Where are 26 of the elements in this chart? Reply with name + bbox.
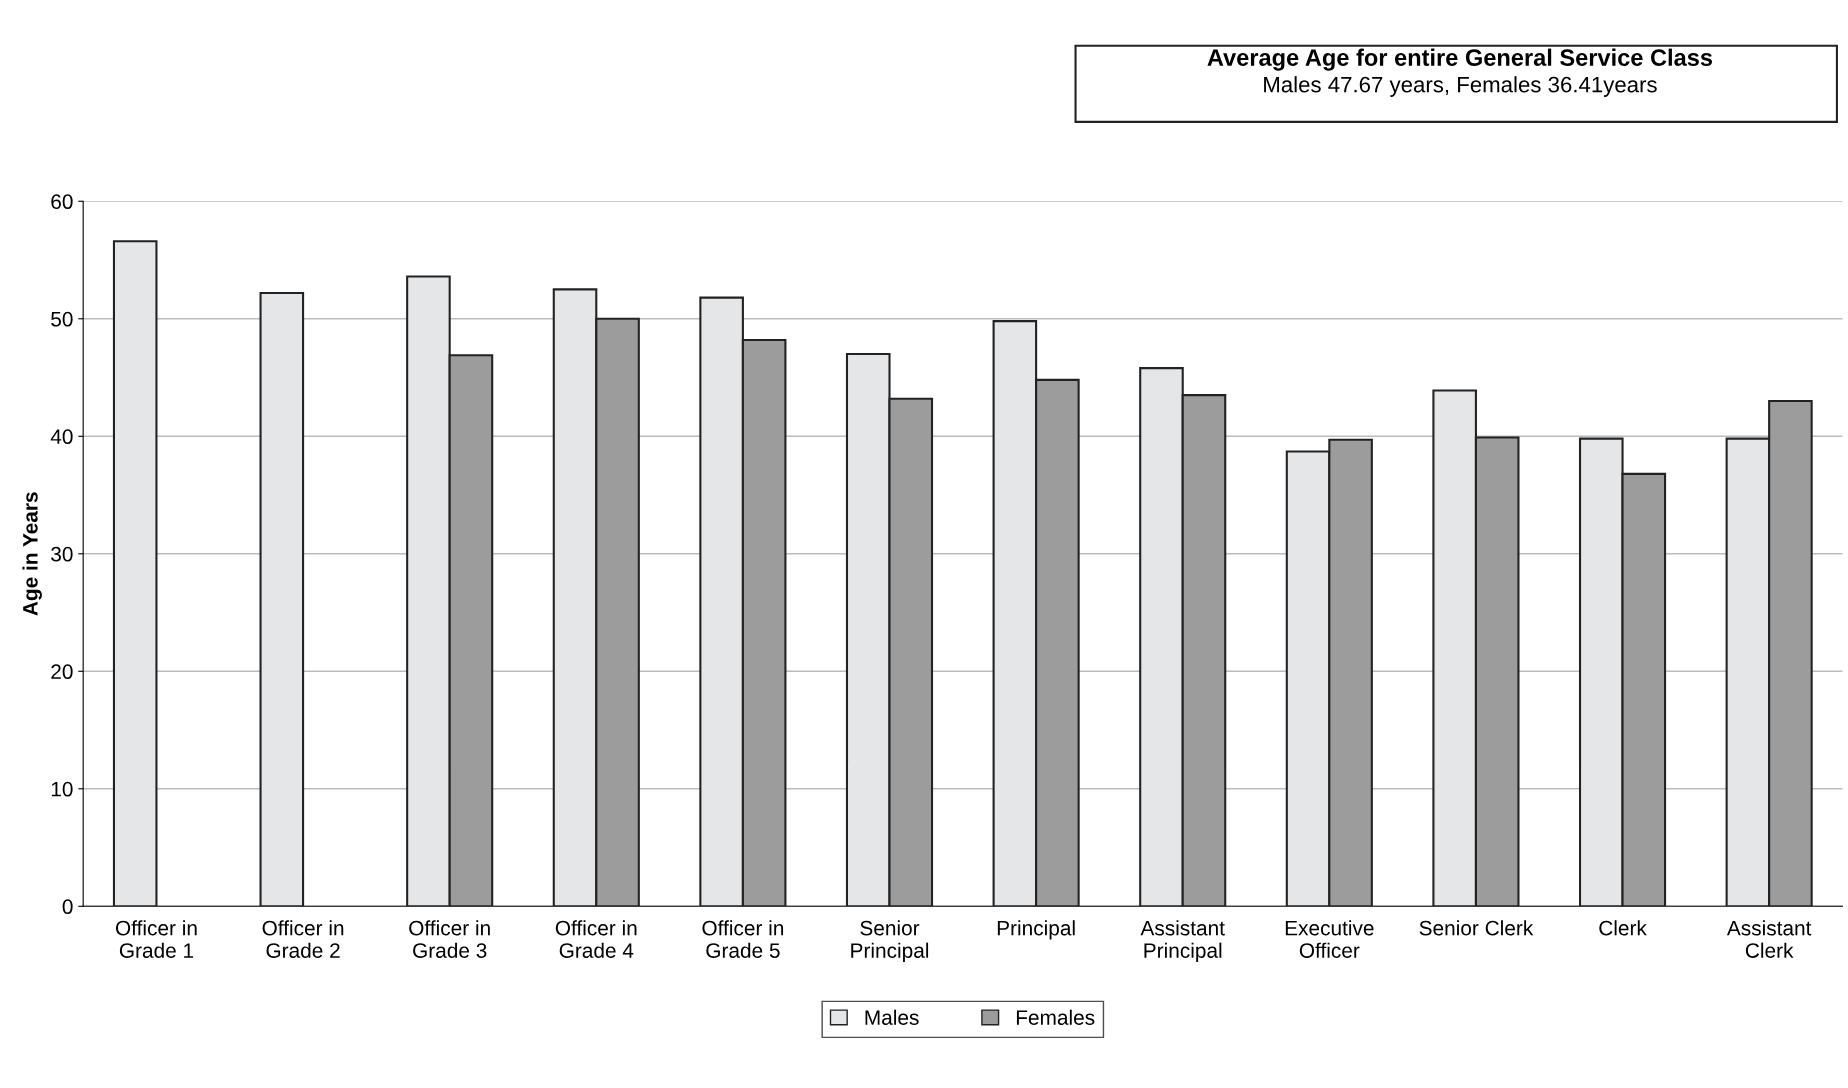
x-tick-label: Clerk — [1599, 920, 1647, 936]
y-tick-label: 50 — [51, 311, 73, 327]
x-tick-label: Officer in Grade 4 — [555, 920, 637, 958]
y-tick-label: 10 — [51, 781, 73, 797]
y-tick-label: 30 — [51, 546, 73, 562]
bar — [259, 291, 305, 907]
x-tick-label: Assistant Clerk — [1726, 920, 1812, 958]
x-tick-label: Officer in Grade 2 — [262, 920, 344, 958]
bar — [112, 240, 158, 907]
y-tick-label: 20 — [51, 664, 73, 680]
x-tick-label: Officer in Grade 1 — [115, 920, 197, 958]
x-tick-label: Officer in Grade 5 — [702, 920, 784, 958]
y-tick-label: 0 — [62, 899, 73, 915]
chart-subtitle: Males 47.67 years, Females 36.41years — [1264, 76, 1657, 97]
legend-label: Males — [865, 1009, 919, 1025]
legend-label: Females — [1016, 1009, 1095, 1025]
y-axis-title: Age in Years — [22, 492, 42, 616]
y-tick-label: 60 — [51, 194, 73, 210]
x-tick-label: Senior Principal — [851, 920, 929, 963]
x-tick-label: Executive Officer — [1285, 920, 1374, 958]
x-tick-label: Senior Clerk — [1419, 920, 1534, 936]
y-tick-label: 40 — [50, 429, 73, 445]
x-tick-label: Principal — [997, 920, 1075, 940]
x-tick-label: Assistant Principal — [1140, 920, 1225, 963]
x-tick-label: Officer in Grade 3 — [409, 920, 490, 958]
chart-title: Average Age for entire General Service Class — [1207, 48, 1713, 71]
